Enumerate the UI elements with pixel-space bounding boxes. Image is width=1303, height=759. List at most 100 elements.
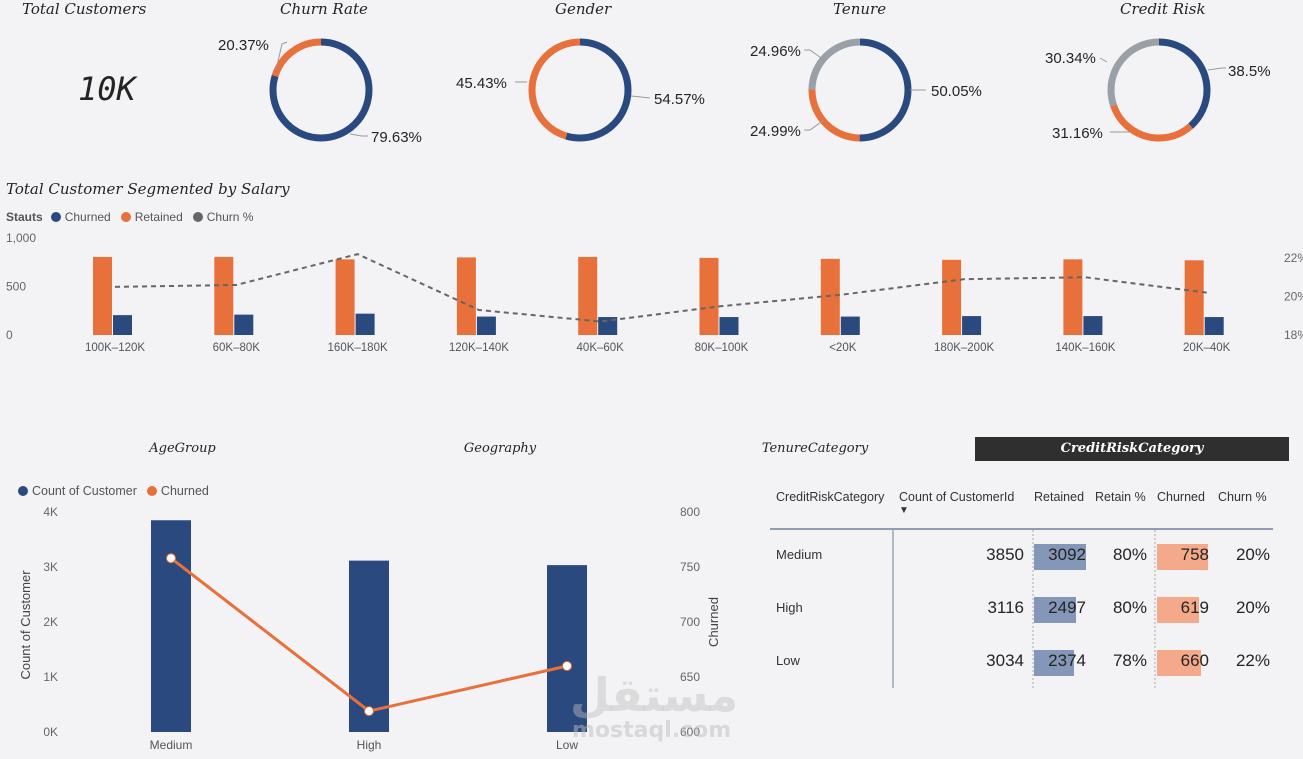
y-tick-label: 1K <box>43 670 58 684</box>
age-chart: Count of Customer Churned 0K 1K 2K 3K 4K 600 6… <box>18 505 721 752</box>
matrix-row-label[interactable]: High <box>776 600 803 615</box>
y-tick-label: 1,000 <box>6 231 36 245</box>
matrix-cell-count: 3850 <box>986 545 1024 564</box>
x-tick-label: 180K–200K <box>934 342 994 354</box>
x-tick-label: Medium <box>150 738 193 752</box>
churned-databar <box>1157 650 1202 676</box>
tab-tenurecategory[interactable]: TenureCategory <box>761 441 869 456</box>
x-tick-label: 160K–180K <box>328 342 388 354</box>
donut-title-gender: Gender <box>555 0 612 18</box>
bar-count[interactable] <box>151 520 191 732</box>
x-tick-label: 40K–60K <box>577 342 625 354</box>
bar-churned[interactable] <box>840 316 860 335</box>
y-axis-title-left: Count of Customer <box>18 570 33 680</box>
sort-indicator-icon: ▼ <box>899 505 909 516</box>
y2-tick-label: 600 <box>680 725 700 739</box>
donut-tenure[interactable] <box>808 38 912 142</box>
donut-label: 20.37% <box>218 37 269 54</box>
donut-charts: 20.37% 79.63% 45.43% 54.57% 24.96% 50.05… <box>218 37 1271 146</box>
tab-agegroup[interactable]: AgeGroup <box>149 441 216 456</box>
bar-count[interactable] <box>349 560 389 732</box>
bar-churned[interactable] <box>962 316 982 335</box>
bar-churned[interactable] <box>234 314 254 335</box>
bar-churned[interactable] <box>113 315 132 335</box>
matrix-row-label[interactable]: Low <box>776 653 800 668</box>
bar-churned[interactable] <box>355 313 375 335</box>
legend-item-churned[interactable]: Churned <box>160 484 209 498</box>
x-tick-label: 80K–100K <box>695 342 749 354</box>
tab-geography[interactable]: Geography <box>463 441 537 456</box>
donut-label: 54.57% <box>654 91 705 108</box>
matrix-header-count[interactable]: Count of CustomerId <box>899 490 1015 504</box>
legend-dot <box>146 486 157 496</box>
legend-item-retained[interactable]: Retained <box>134 210 183 224</box>
y2-tick-label: 22% <box>1284 251 1303 265</box>
watermark-logo: مستقل <box>570 668 739 722</box>
bar-churned[interactable] <box>719 317 739 335</box>
leader-line <box>804 119 825 131</box>
kpi-title: Total Customers <box>22 0 147 18</box>
bar-churned[interactable] <box>1083 316 1103 335</box>
churned-databar <box>1157 597 1199 623</box>
bar-retained[interactable] <box>93 256 112 335</box>
donut-slice[interactable] <box>1107 38 1211 142</box>
salary-chart: 0 500 1,000 18% 20% 22% 100K–120K 60K–80K 160K–1… <box>6 231 1303 354</box>
matrix-header-retain-pct[interactable]: Retain % <box>1095 490 1146 504</box>
leader-line <box>275 41 288 71</box>
churn-pct-line[interactable] <box>114 253 1207 323</box>
y2-tick-label: 20% <box>1284 290 1303 304</box>
tab-creditriskcategory[interactable]: CreditRiskCategory <box>975 437 1289 461</box>
bar-retained[interactable] <box>335 259 355 335</box>
bar-retained[interactable] <box>456 257 476 335</box>
legend-dot <box>18 486 28 496</box>
age-legend: Count of Customer Churned <box>18 484 215 498</box>
y2-tick-label: 650 <box>680 670 700 684</box>
bar-retained[interactable] <box>942 259 962 335</box>
bar-retained[interactable] <box>699 257 719 335</box>
donut-slice[interactable] <box>269 38 373 142</box>
donut-label: 24.99% <box>750 123 801 140</box>
x-tick-label: 60K–80K <box>213 342 261 354</box>
donut-slice[interactable] <box>1107 38 1211 142</box>
donut-title-churn: Churn Rate <box>280 0 368 18</box>
legend-item-churned[interactable]: Churned <box>64 210 111 224</box>
y2-tick-label: 700 <box>680 615 700 629</box>
matrix-header-churned[interactable]: Churned <box>1157 490 1205 504</box>
x-tick-label: <20K <box>829 342 857 354</box>
bar-count[interactable] <box>547 565 587 732</box>
donut-slice[interactable] <box>808 38 912 142</box>
y-tick-label: 3K <box>43 560 58 574</box>
donut-label: 45.43% <box>456 75 507 92</box>
bar-retained[interactable] <box>1063 259 1083 335</box>
matrix-header-retained[interactable]: Retained <box>1034 490 1085 504</box>
bar-churned[interactable] <box>476 316 496 335</box>
y-axis-title-right: Churned <box>706 597 721 647</box>
total-customers-value: 10K <box>78 70 136 108</box>
bar-retained[interactable] <box>214 256 234 335</box>
matrix-header-churn-pct[interactable]: Churn % <box>1218 490 1267 504</box>
bar-retained[interactable] <box>820 258 840 335</box>
leader-line <box>804 49 825 61</box>
bar-retained[interactable] <box>1184 260 1204 335</box>
donut-slice[interactable] <box>808 38 912 142</box>
y2-tick-label: 18% <box>1284 328 1303 342</box>
legend-item-churn-pct[interactable]: Churn % <box>206 210 254 224</box>
bar-retained[interactable] <box>578 256 598 335</box>
donut-credit-risk[interactable] <box>1107 38 1211 142</box>
churned-point[interactable] <box>364 706 374 717</box>
churned-point[interactable] <box>562 661 572 671</box>
bar-churned[interactable] <box>1204 317 1224 335</box>
donut-labels: 20.37% 79.63% 45.43% 54.57% 24.96% 50.05… <box>218 37 1271 146</box>
y-tick-label: 0 <box>6 328 13 342</box>
churned-point[interactable] <box>166 553 176 564</box>
donut-slice[interactable] <box>528 38 632 142</box>
donut-title-tenure: Tenure <box>833 0 887 18</box>
donut-churn-rate[interactable] <box>269 38 373 142</box>
matrix-cell-count: 3116 <box>987 598 1024 617</box>
y-tick-label: 500 <box>6 280 26 294</box>
matrix-row-label[interactable]: Medium <box>776 547 823 562</box>
legend-item-count[interactable]: Count of Customer <box>32 484 137 498</box>
matrix-header-category[interactable]: CreditRiskCategory <box>776 490 885 504</box>
donut-gender[interactable] <box>528 38 632 142</box>
retained-databar <box>1034 650 1075 676</box>
